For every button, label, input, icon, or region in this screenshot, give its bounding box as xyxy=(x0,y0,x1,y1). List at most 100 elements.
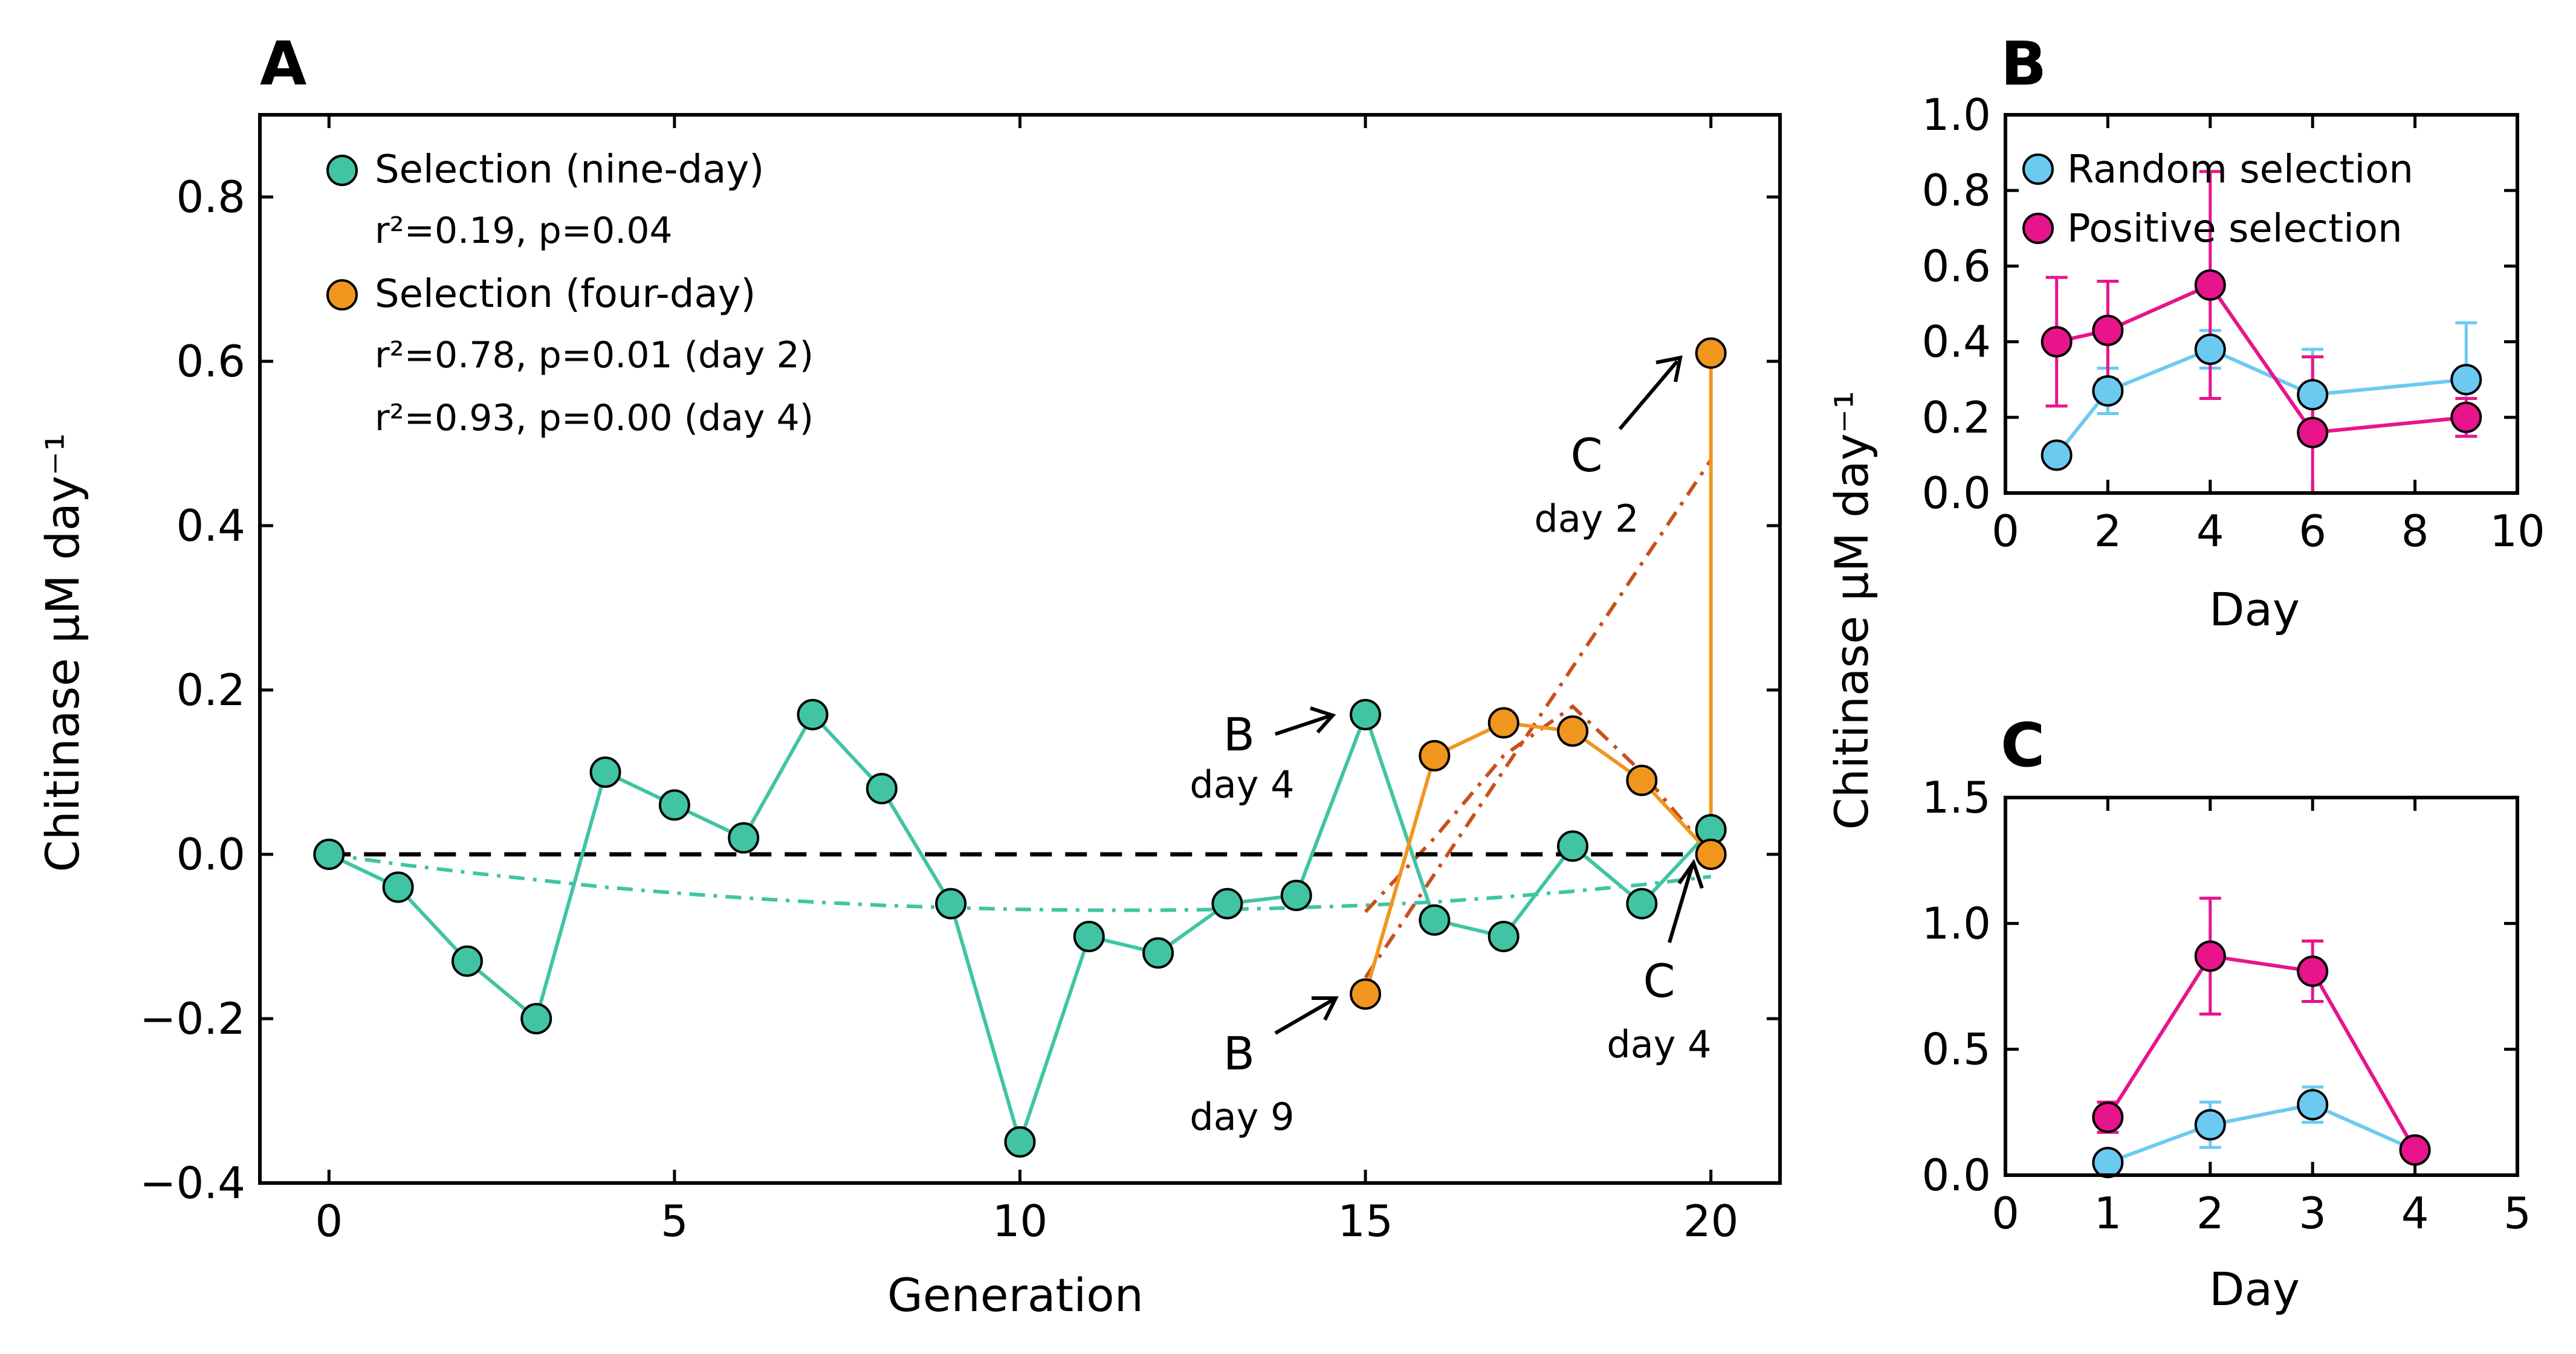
data-point-random xyxy=(2450,364,2482,396)
y-tick-label: 0.5 xyxy=(1921,1024,1991,1075)
data-point-four-day xyxy=(1695,839,1727,870)
data-point-positive xyxy=(2297,416,2329,448)
y-tick-label: 0.6 xyxy=(1921,240,1991,291)
panel-letter-b: B xyxy=(2001,28,2047,99)
panel-c-points xyxy=(2092,940,2431,1179)
data-point-random xyxy=(2194,334,2226,366)
fit-line xyxy=(328,853,1712,912)
data-point-nine-day xyxy=(658,789,690,821)
panel-a-xlabel: Generation xyxy=(887,1268,1144,1322)
y-tick-label: −0.4 xyxy=(140,1158,245,1208)
data-point-nine-day xyxy=(1211,888,1243,920)
x-tick-label: 4 xyxy=(2196,506,2224,556)
data-point-positive xyxy=(2194,269,2226,301)
data-point-nine-day xyxy=(451,945,483,977)
series-line-positive xyxy=(2056,282,2467,434)
x-tick-label: 2 xyxy=(2196,1188,2224,1239)
y-tick-label: 0.4 xyxy=(176,500,245,551)
annotation-b-day9-letter: B xyxy=(1223,1027,1255,1080)
annotation-b-day4-letter: B xyxy=(1223,708,1255,761)
fit-line xyxy=(1364,459,1713,979)
panel-b-ylabel: Chitinase μM day⁻¹ xyxy=(1825,391,1879,830)
panel-b-xlabel: Day xyxy=(2209,582,2300,636)
panel-a: A 0 5 10 15 20 −0.4 −0.2 0.0 0.2 0.4 0.6 0.8 Genera… xyxy=(36,28,1782,1322)
y-tick-label: 0.8 xyxy=(1921,165,1991,216)
data-point-nine-day xyxy=(589,756,621,788)
annotation-c-day2-arrowhead xyxy=(1655,355,1683,382)
panel-c-xlabel: Day xyxy=(2209,1262,2300,1316)
annotation-c-day4-letter: C xyxy=(1643,954,1675,1008)
legend-stats-four-day-day2: r²=0.78, p=0.01 (day 2) xyxy=(375,334,814,376)
annotation-c-day2-sub: day 2 xyxy=(1534,497,1639,541)
panel-a-frame xyxy=(258,113,1782,1185)
y-tick-label: 1.0 xyxy=(1921,89,1991,140)
panel-a-ylabel: Chitinase μM day⁻¹ xyxy=(36,433,89,872)
y-tick-label: 0.4 xyxy=(1921,317,1991,367)
x-tick-label: 15 xyxy=(1338,1196,1393,1246)
data-point-four-day xyxy=(1487,707,1519,739)
y-tick-label: 0.2 xyxy=(1921,392,1991,443)
x-tick-label: 3 xyxy=(2299,1188,2326,1239)
annotation-b-day9-sub: day 9 xyxy=(1189,1095,1294,1139)
annotation-c-day4-sub: day 4 xyxy=(1607,1022,1711,1066)
data-point-positive xyxy=(2194,940,2226,972)
panel-b-points xyxy=(2040,269,2482,471)
panel-b: B 0 2 4 6 8 10 0.0 0.2 0.4 0.6 0.8 1.0 Day Chitinas… xyxy=(1825,28,2545,830)
annotation-b-day4-sub: day 4 xyxy=(1189,762,1294,807)
legend-marker-random xyxy=(2022,153,2054,185)
data-point-positive xyxy=(2040,326,2073,358)
data-point-nine-day xyxy=(1487,921,1519,952)
x-tick-label: 0 xyxy=(315,1196,343,1246)
data-point-random xyxy=(2040,439,2073,471)
x-tick-label: 1 xyxy=(2094,1188,2121,1239)
panel-letter-a: A xyxy=(260,28,306,99)
y-tick-label: 0.8 xyxy=(176,172,245,222)
y-tick-label: 1.0 xyxy=(1921,898,1991,949)
data-point-nine-day xyxy=(866,773,898,805)
data-point-random xyxy=(2194,1109,2226,1141)
annotation-b-day4-arrowhead xyxy=(1310,706,1336,733)
data-point-nine-day xyxy=(1142,937,1174,969)
data-point-nine-day xyxy=(728,822,760,854)
data-point-nine-day xyxy=(935,888,967,920)
x-tick-label: 5 xyxy=(661,1196,688,1246)
data-point-four-day xyxy=(1350,978,1382,1010)
data-point-four-day xyxy=(1419,740,1451,772)
data-point-positive xyxy=(2399,1134,2431,1166)
data-point-positive xyxy=(2450,401,2482,433)
annotation-c-day2-letter: C xyxy=(1570,428,1602,482)
data-point-four-day xyxy=(1557,715,1589,747)
data-point-nine-day xyxy=(313,839,345,870)
data-point-nine-day xyxy=(382,871,414,903)
legend-stats-nine-day: r²=0.19, p=0.04 xyxy=(375,210,673,252)
y-tick-label: 0.2 xyxy=(176,665,245,715)
panel-a-ticks: 0 5 10 15 20 −0.4 −0.2 0.0 0.2 0.4 0.6 0.8 xyxy=(140,115,1780,1246)
data-point-nine-day xyxy=(1626,888,1658,920)
x-tick-label: 6 xyxy=(2299,506,2326,556)
x-tick-label: 8 xyxy=(2401,506,2429,556)
x-tick-label: 0 xyxy=(1992,506,2019,556)
annotation-b-day9-arrow xyxy=(1274,998,1334,1035)
data-point-nine-day xyxy=(1004,1126,1036,1158)
x-tick-label: 0 xyxy=(1992,1188,2019,1239)
x-tick-label: 2 xyxy=(2094,506,2121,556)
x-tick-label: 10 xyxy=(2490,506,2545,556)
data-point-nine-day xyxy=(1280,880,1312,911)
annotation-c-day4-arrow xyxy=(1668,865,1694,943)
legend-label-four-day: Selection (four-day) xyxy=(375,272,756,317)
data-point-positive xyxy=(2092,314,2124,346)
y-tick-label: 0.0 xyxy=(1921,468,1991,518)
panel-c-frame xyxy=(2004,796,2519,1177)
data-point-four-day xyxy=(1695,337,1727,369)
data-point-four-day xyxy=(1626,764,1658,796)
annotation-c-day4-arrowhead xyxy=(1677,859,1704,889)
panel-b-frame xyxy=(2004,113,2519,495)
x-tick-label: 5 xyxy=(2503,1188,2531,1239)
legend-marker-positive xyxy=(2022,213,2054,244)
annotation-c-day2-arrow xyxy=(1618,360,1679,430)
panel-a-points xyxy=(313,337,1727,1158)
data-point-nine-day xyxy=(1350,698,1382,730)
legend-label-nine-day: Selection (nine-day) xyxy=(375,147,764,192)
data-point-nine-day xyxy=(520,1003,552,1034)
y-tick-label: 0.0 xyxy=(1921,1150,1991,1201)
